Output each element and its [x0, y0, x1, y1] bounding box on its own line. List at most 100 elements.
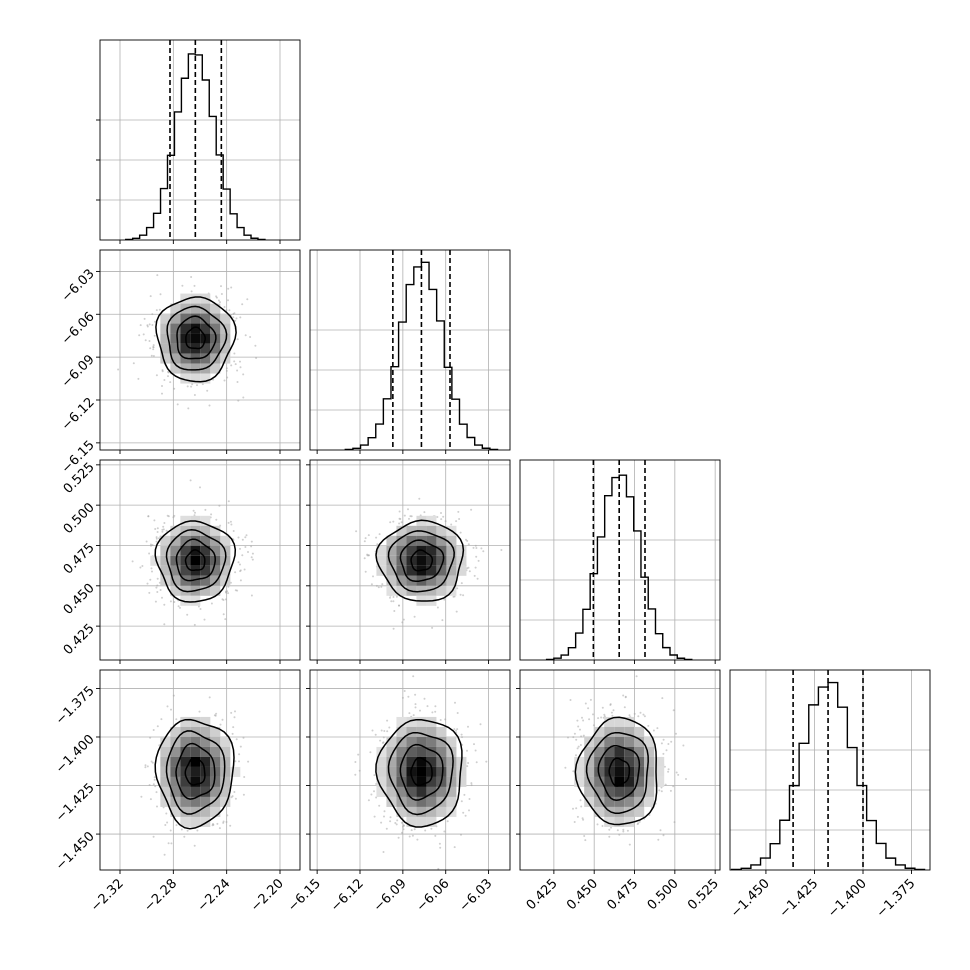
scatter-point — [239, 366, 242, 369]
density-cell — [170, 746, 181, 757]
density-cell — [426, 545, 437, 556]
scatter-point — [446, 820, 449, 823]
scatter-point — [610, 826, 612, 829]
scatter-point — [159, 293, 162, 296]
scatter-point — [175, 824, 178, 827]
scatter-point — [638, 820, 641, 823]
scatter-point — [442, 515, 445, 518]
x-tick-label: −6.06 — [414, 876, 453, 915]
scatter-point — [220, 285, 222, 288]
scatter-point — [232, 316, 235, 319]
density-cell — [160, 343, 171, 354]
scatter-point — [147, 515, 150, 518]
density-cell — [396, 575, 407, 586]
scatter-point — [673, 821, 676, 824]
density-cell — [386, 756, 397, 767]
scatter-point — [466, 765, 469, 768]
scatter-point — [564, 766, 567, 769]
scatter-point — [155, 586, 158, 589]
scatter-point — [183, 835, 186, 838]
y-tick-label: −1.425 — [53, 781, 98, 826]
scatter-point — [161, 528, 164, 531]
scatter-point — [224, 598, 227, 601]
scatter-point — [439, 846, 442, 849]
scatter-point — [459, 531, 462, 534]
density-cell — [426, 575, 437, 586]
scatter-point — [367, 799, 370, 802]
scatter-point — [233, 360, 236, 363]
scatter-point — [167, 371, 170, 374]
density-cell — [160, 313, 171, 324]
scatter-point — [154, 528, 157, 530]
density-cell — [584, 756, 595, 767]
density-cell — [594, 746, 605, 757]
density-cell — [180, 575, 191, 586]
density-cell — [594, 766, 605, 777]
contour-level-2 — [166, 305, 228, 371]
scatter-point — [236, 338, 239, 341]
scatter-point — [165, 529, 168, 532]
histogram-step — [344, 261, 499, 450]
scatter-point — [167, 842, 170, 845]
scatter-point — [225, 309, 228, 312]
histogram-panel-3: −1.450 −1.425 −1.400 −1.375 — [728, 669, 931, 921]
density-cell — [160, 766, 171, 777]
scatter-point — [236, 589, 239, 592]
density-cell — [604, 726, 615, 737]
scatter-point — [149, 295, 152, 298]
scatter-point — [370, 583, 373, 586]
scatter-point — [440, 512, 442, 514]
scatter-point — [358, 769, 361, 772]
scatter-point — [375, 536, 378, 539]
density-cell — [436, 756, 447, 767]
scatter-point — [229, 824, 232, 827]
density-cell — [406, 545, 417, 556]
scatter-point — [228, 309, 231, 312]
scatter-point — [573, 821, 576, 823]
scatter-point — [144, 764, 147, 767]
scatter-point — [180, 828, 183, 831]
panel-frame — [99, 39, 301, 241]
scatter-point — [460, 733, 463, 736]
scatter-point — [254, 344, 257, 347]
density-cell — [604, 796, 615, 807]
contour-level-0 — [410, 549, 434, 572]
density-cell — [396, 525, 407, 536]
density-cell — [200, 575, 211, 586]
scatter-point — [153, 519, 156, 522]
scatter-point — [455, 610, 458, 613]
density-cell — [190, 313, 201, 324]
x-tick-label: −6.12 — [328, 876, 367, 915]
density-cell — [190, 776, 201, 787]
density-cell — [190, 555, 201, 566]
scatter-point — [462, 811, 465, 814]
scatter-point — [152, 348, 155, 351]
scatter-point — [166, 705, 169, 708]
density-cell — [200, 786, 211, 797]
scatter-point — [386, 730, 389, 733]
scatter-point — [396, 819, 399, 822]
scatter-point — [572, 736, 575, 739]
scatter-point — [215, 712, 218, 715]
density-cell — [386, 535, 397, 546]
density-cell — [220, 796, 231, 807]
scatter-point — [608, 835, 611, 838]
density-cell — [220, 313, 231, 324]
scatter-point — [224, 618, 227, 621]
density-cell — [190, 373, 201, 384]
density-cell — [456, 565, 467, 576]
contour-level-3 — [375, 519, 465, 602]
density-cell — [396, 585, 407, 596]
density-cell — [624, 726, 635, 737]
scatter-point — [370, 793, 373, 796]
scatter-point — [230, 364, 233, 367]
density-cell — [614, 716, 625, 727]
scatter-point — [576, 719, 579, 722]
scatter-point — [224, 590, 227, 593]
scatter-point — [608, 828, 611, 831]
scatter-point — [152, 344, 155, 347]
density-cell — [624, 796, 635, 807]
scatter-point — [403, 690, 406, 692]
scatter-point — [375, 584, 378, 587]
